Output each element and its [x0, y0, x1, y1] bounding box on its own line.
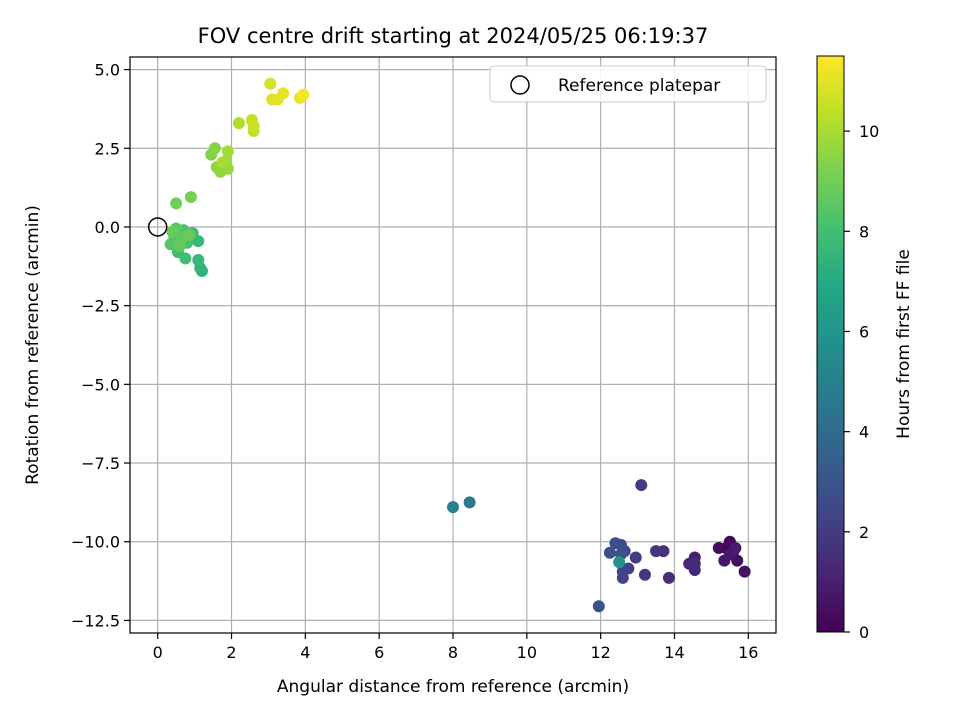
y-tick-label: −2.5 — [81, 297, 120, 316]
data-point — [729, 542, 742, 555]
y-axis-label: Rotation from reference (arcmin) — [23, 205, 43, 485]
data-point — [616, 565, 629, 578]
data-point — [635, 479, 648, 492]
x-tick-label: 8 — [448, 643, 458, 662]
data-point — [277, 87, 290, 100]
data-point — [170, 197, 183, 210]
data-point — [216, 156, 229, 169]
colorbar-label: Hours from first FF file — [894, 249, 914, 439]
y-tick-label: 0.0 — [95, 218, 120, 237]
colorbar-tick-label: 8 — [859, 222, 869, 241]
data-point — [592, 600, 605, 613]
data-point — [638, 568, 651, 581]
data-point — [613, 556, 626, 569]
y-tick-label: 5.0 — [95, 61, 120, 80]
y-tick-label: −7.5 — [81, 454, 120, 473]
data-point — [662, 571, 675, 584]
legend-box — [489, 65, 767, 103]
x-tick-label: 0 — [153, 643, 163, 662]
data-point — [183, 228, 196, 241]
grid-lines — [130, 57, 776, 633]
data-point — [166, 225, 179, 238]
colorbar-gradient — [816, 55, 845, 633]
data-point — [164, 238, 177, 251]
x-tick-label: 4 — [300, 643, 310, 662]
x-tick-label: 12 — [590, 643, 610, 662]
data-point — [232, 117, 245, 130]
colorbar-tick-label: 10 — [859, 122, 879, 141]
colorbar-tick-label: 0 — [859, 623, 869, 642]
data-point — [447, 501, 459, 514]
data-point — [192, 254, 205, 267]
x-tick-label: 16 — [738, 643, 758, 662]
y-tick-label: −5.0 — [81, 375, 120, 394]
data-point — [264, 77, 277, 90]
data-point — [738, 565, 751, 578]
y-tick-label: −10.0 — [71, 533, 120, 552]
data-points — [164, 77, 751, 613]
x-axis-label: Angular distance from reference (arcmin) — [277, 677, 629, 697]
legend-marker-reference — [510, 75, 530, 95]
data-point — [297, 88, 310, 101]
reference-point-marker — [147, 217, 168, 237]
data-point — [629, 551, 642, 564]
y-tick-label: 2.5 — [95, 139, 120, 158]
y-tick-label: −12.5 — [71, 611, 120, 630]
data-point — [609, 537, 622, 550]
legend-entry-reference: Reference platepar — [558, 76, 720, 96]
data-point — [247, 120, 260, 133]
data-point — [221, 145, 234, 158]
data-point — [463, 496, 476, 509]
data-point — [712, 542, 725, 555]
chart-title: FOV centre drift starting at 2024/05/25 … — [198, 24, 709, 48]
x-tick-label: 2 — [226, 643, 236, 662]
x-tick-label: 6 — [374, 643, 384, 662]
data-point — [173, 239, 186, 252]
x-tick-label: 10 — [517, 643, 537, 662]
colorbar-tick-label: 4 — [859, 423, 869, 442]
legend: Reference platepar — [489, 65, 767, 103]
colorbar: 0 2 4 6 8 10 Hours from first FF file — [816, 55, 914, 642]
y-axis-ticks: 5.0 2.5 0.0 −2.5 −5.0 −7.5 −10.0 −12.5 — [71, 61, 130, 630]
x-axis-ticks: 0 2 4 6 8 10 12 14 16 — [153, 633, 758, 662]
data-point — [603, 546, 616, 559]
colorbar-tick-label: 6 — [859, 322, 869, 341]
data-point — [688, 557, 701, 570]
data-point — [184, 191, 197, 204]
data-point — [208, 142, 221, 155]
colorbar-ticks: 0 2 4 6 8 10 — [844, 122, 879, 642]
x-tick-label: 14 — [664, 643, 684, 662]
colorbar-tick-label: 2 — [859, 523, 869, 542]
data-point — [650, 545, 663, 558]
